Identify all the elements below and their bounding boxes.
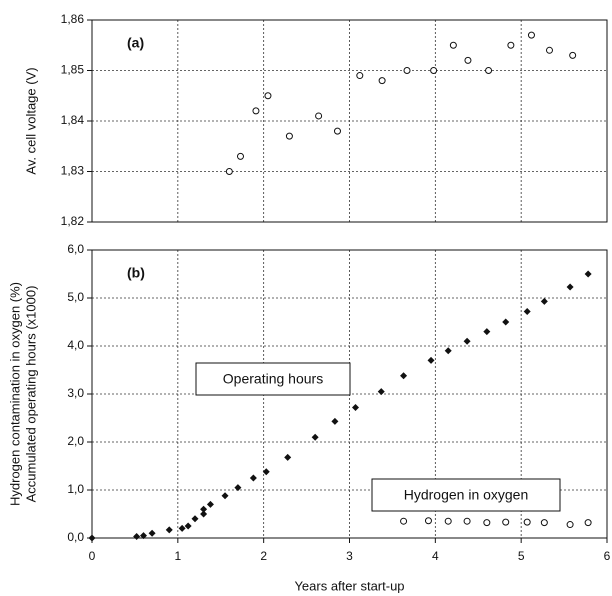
data-point (133, 533, 141, 541)
data-point (333, 127, 341, 135)
data-point (502, 318, 510, 326)
data-point (545, 46, 553, 54)
data-point (262, 468, 270, 476)
plot-frame (91, 19, 608, 223)
y-tick-label: 1,83 (61, 164, 85, 178)
data-point (377, 388, 385, 396)
panel-label: (a) (127, 35, 144, 51)
data-point (285, 132, 293, 140)
data-point (540, 297, 548, 305)
annotation: Operating hours (223, 371, 323, 387)
data-point (507, 41, 515, 49)
y-tick-label: 0,0 (67, 530, 84, 544)
data-point (444, 517, 452, 525)
data-point (311, 433, 319, 441)
data-point (140, 532, 147, 540)
data-point (234, 484, 242, 492)
data-point (483, 328, 491, 336)
plot-frame (91, 249, 608, 539)
data-point (569, 51, 577, 59)
y-axis-label: Accumulated operating hours (x1000) (23, 286, 38, 503)
data-point (315, 112, 323, 120)
data-point (88, 534, 96, 542)
data-point (252, 107, 260, 115)
x-tick-label: 2 (260, 549, 267, 563)
data-point (191, 515, 199, 523)
data-point (352, 403, 360, 411)
data-point (485, 67, 493, 74)
y-axis-label: Hydrogen contamination in oxygen (%) (7, 282, 22, 506)
data-point (356, 72, 364, 80)
data-point (540, 519, 548, 527)
y-axis-label: Av. cell voltage (V) (23, 67, 38, 174)
x-tick-label: 0 (89, 549, 96, 563)
data-point (403, 67, 411, 74)
y-tick-label: 1,85 (61, 63, 85, 77)
y-tick-label: 1,86 (61, 12, 85, 26)
y-tick-label: 1,0 (67, 482, 84, 496)
y-tick-label: 1,84 (61, 113, 85, 127)
data-point (378, 77, 386, 85)
data-point (463, 517, 471, 525)
y-tick-label: 2,0 (67, 434, 84, 448)
data-point (200, 505, 208, 513)
x-tick-label: 1 (174, 549, 181, 563)
data-point (165, 526, 173, 534)
data-point (444, 347, 452, 355)
data-point (430, 67, 438, 74)
annotation-box (195, 362, 351, 396)
data-point (427, 356, 435, 364)
annotation: Hydrogen in oxygen (404, 487, 529, 503)
data-point (184, 522, 192, 530)
x-tick-label: 5 (518, 549, 525, 563)
data-point (523, 518, 531, 526)
y-tick-label: 1,82 (61, 214, 85, 228)
data-point (527, 31, 535, 39)
data-point (584, 519, 592, 527)
y-tick-label: 3,0 (67, 386, 84, 400)
y-tick-label: 4,0 (67, 338, 84, 352)
data-point (463, 337, 471, 345)
data-point (523, 307, 531, 315)
annotation-box (371, 478, 561, 512)
data-point (148, 529, 156, 537)
data-point (584, 270, 592, 278)
data-point (264, 92, 272, 100)
data-point (566, 283, 574, 291)
data-point (449, 41, 457, 49)
x-tick-label: 4 (432, 549, 439, 563)
data-point (200, 510, 208, 518)
x-tick-label: 3 (346, 549, 353, 563)
data-point (464, 56, 472, 64)
x-tick-label: 6 (604, 549, 611, 563)
data-point (178, 524, 186, 532)
x-axis-label: Years after start-up (294, 578, 404, 593)
y-tick-label: 5,0 (67, 290, 84, 304)
data-point (249, 474, 257, 482)
data-point (566, 521, 574, 529)
data-point (331, 417, 339, 425)
data-point (206, 500, 214, 508)
data-point (236, 152, 244, 160)
data-point (400, 517, 408, 525)
data-point (483, 519, 491, 527)
data-point (284, 453, 292, 461)
data-point (225, 168, 233, 175)
data-point (502, 518, 510, 526)
data-point (221, 492, 229, 500)
data-point (424, 517, 432, 525)
data-point (400, 372, 408, 380)
panel-label: (b) (127, 265, 145, 281)
y-tick-label: 6,0 (67, 242, 84, 256)
